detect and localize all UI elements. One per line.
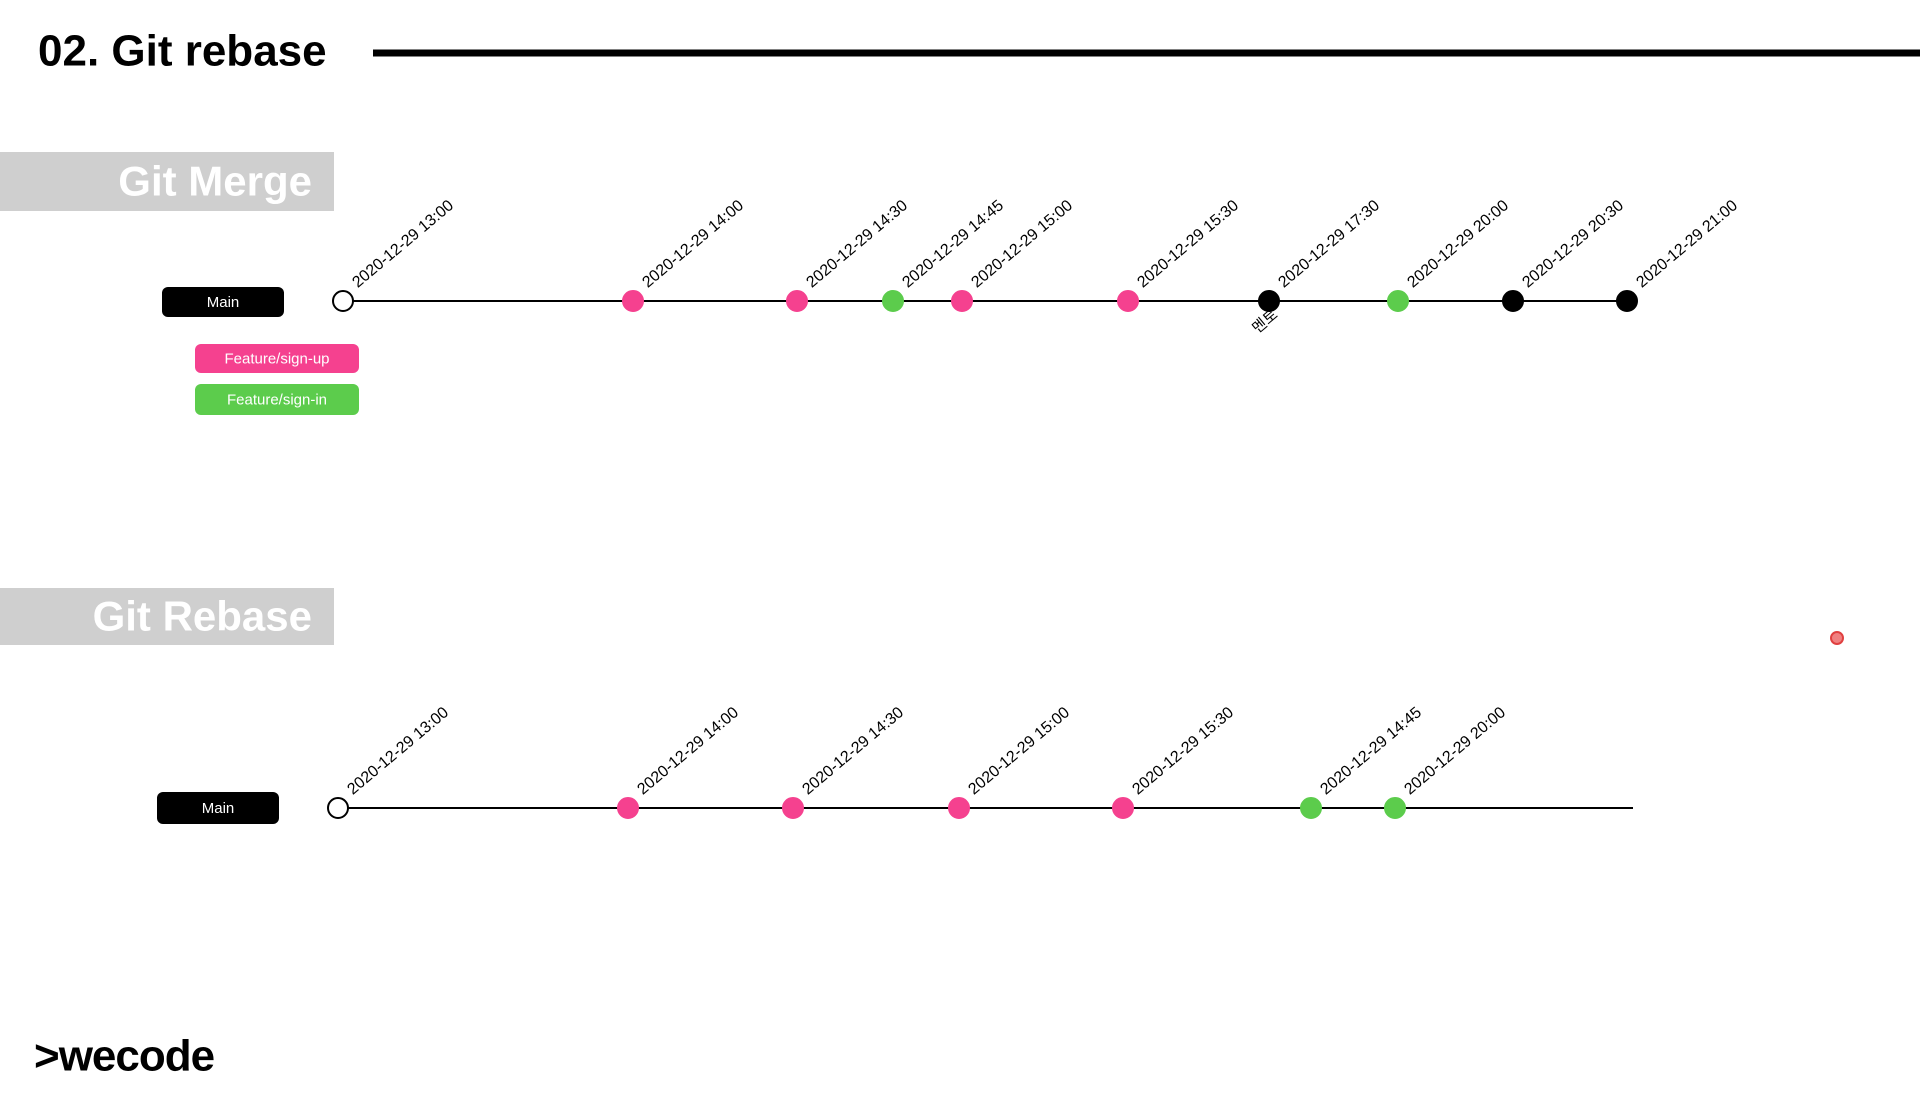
commit xyxy=(951,290,973,312)
section-title: Git Rebase xyxy=(93,593,312,640)
commit xyxy=(786,290,808,312)
commit xyxy=(1616,290,1638,312)
commit-label: 2020-12-29 13:00 xyxy=(349,197,457,291)
commit xyxy=(622,290,644,312)
commit xyxy=(327,797,349,819)
commit-label: 2020-12-29 15:00 xyxy=(965,704,1073,798)
commit-label: 2020-12-29 15:30 xyxy=(1134,197,1242,291)
commit-label: 2020-12-29 17:30 xyxy=(1275,197,1383,291)
commit xyxy=(1387,290,1409,312)
commit xyxy=(1258,290,1280,312)
pointer-dot xyxy=(1830,631,1844,645)
commit xyxy=(782,797,804,819)
section-box xyxy=(0,152,334,211)
commit xyxy=(332,290,354,312)
commit xyxy=(617,797,639,819)
slide-title: 02. Git rebase xyxy=(38,27,327,76)
commit-label: 2020-12-29 14:30 xyxy=(803,197,911,291)
commit-label: 2020-12-29 20:30 xyxy=(1519,197,1627,291)
commit xyxy=(1502,290,1524,312)
logo: >wecode xyxy=(34,1032,214,1081)
commit-label: 2020-12-29 14:00 xyxy=(634,704,742,798)
branch-pill xyxy=(162,287,284,317)
commit xyxy=(1112,797,1134,819)
commit xyxy=(882,290,904,312)
commit-label: 2020-12-29 21:00 xyxy=(1633,197,1741,291)
commit-note: 멘토 xyxy=(1249,306,1281,337)
branch-pill xyxy=(157,792,279,824)
commit-label: 2020-12-29 13:00 xyxy=(344,704,452,798)
section-title: Git Merge xyxy=(118,158,312,205)
commit-label: 2020-12-29 20:00 xyxy=(1404,197,1512,291)
commit xyxy=(1384,797,1406,819)
branch-pill xyxy=(195,344,359,373)
commit xyxy=(948,797,970,819)
section-box xyxy=(0,588,334,645)
commit-label: 2020-12-29 14:00 xyxy=(639,197,747,291)
branch-label: Main xyxy=(202,800,235,817)
commit-label: 2020-12-29 15:30 xyxy=(1129,704,1237,798)
branch-label: Main xyxy=(207,294,240,311)
commit xyxy=(1300,797,1322,819)
branch-pill xyxy=(195,384,359,415)
commit xyxy=(1117,290,1139,312)
branch-label: Feature/sign-up xyxy=(224,350,329,367)
commit-label: 2020-12-29 14:30 xyxy=(799,704,907,798)
branch-label: Feature/sign-in xyxy=(227,391,327,408)
